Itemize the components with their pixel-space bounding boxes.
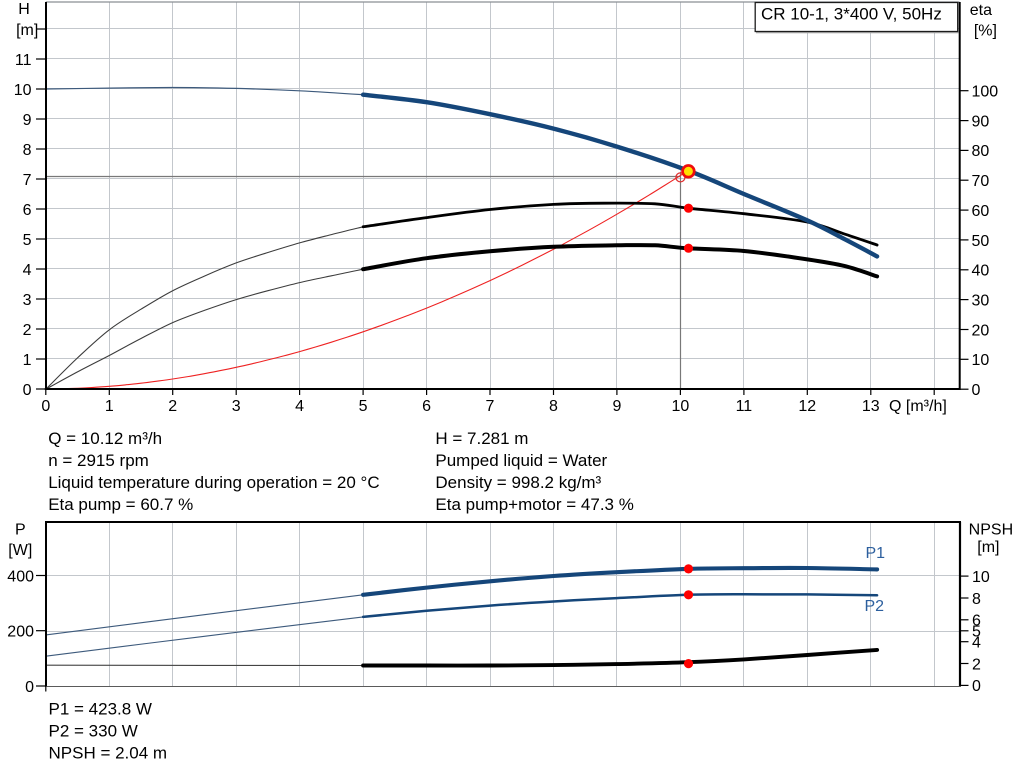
svg-text:0: 0 [972, 678, 981, 695]
svg-text:100: 100 [972, 84, 999, 101]
svg-text:3: 3 [232, 398, 241, 415]
svg-text:12: 12 [798, 398, 816, 415]
svg-text:4: 4 [295, 398, 304, 415]
svg-text:11: 11 [736, 398, 753, 415]
svg-text:70: 70 [972, 173, 990, 190]
svg-text:60: 60 [972, 203, 990, 220]
svg-text:1: 1 [105, 398, 114, 415]
svg-text:CR 10-1, 3*400 V, 50Hz: CR 10-1, 3*400 V, 50Hz [761, 5, 942, 24]
svg-text:8: 8 [972, 591, 981, 608]
svg-text:5: 5 [23, 232, 32, 249]
svg-text:2: 2 [972, 656, 981, 673]
svg-text:50: 50 [972, 233, 990, 250]
svg-text:0: 0 [41, 398, 50, 415]
svg-text:7: 7 [486, 398, 495, 415]
svg-text:Eta pump+motor = 47.3 %: Eta pump+motor = 47.3 % [435, 495, 633, 514]
svg-text:P1: P1 [866, 545, 886, 562]
svg-text:90: 90 [972, 113, 990, 130]
svg-text:10: 10 [14, 82, 32, 99]
svg-text:Density = 998.2 kg/m³: Density = 998.2 kg/m³ [435, 473, 601, 492]
svg-text:Eta pump = 60.7 %: Eta pump = 60.7 % [48, 495, 193, 514]
svg-text:1: 1 [23, 352, 32, 369]
svg-text:Pumped liquid = Water: Pumped liquid = Water [435, 451, 607, 470]
svg-text:[m]: [m] [977, 539, 999, 556]
svg-text:5: 5 [359, 398, 368, 415]
svg-text:200: 200 [7, 624, 34, 641]
svg-text:20: 20 [972, 322, 990, 339]
svg-text:Liquid temperature during oper: Liquid temperature during operation = 20… [48, 473, 379, 492]
svg-text:NPSH = 2.04 m: NPSH = 2.04 m [49, 743, 168, 762]
svg-text:n = 2915 rpm: n = 2915 rpm [48, 451, 149, 470]
svg-text:Q = 10.12 m³/h: Q = 10.12 m³/h [48, 429, 162, 448]
svg-text:30: 30 [972, 292, 990, 309]
svg-text:[m]: [m] [16, 22, 38, 39]
svg-text:4: 4 [972, 635, 981, 652]
svg-text:6: 6 [422, 398, 431, 415]
svg-text:[%]: [%] [974, 23, 997, 40]
svg-text:80: 80 [972, 143, 990, 160]
svg-text:P2 = 330 W: P2 = 330 W [49, 721, 138, 740]
svg-text:8: 8 [23, 142, 32, 159]
svg-text:2: 2 [168, 398, 177, 415]
svg-text:NPSH: NPSH [969, 521, 1013, 538]
svg-text:P: P [15, 521, 26, 538]
svg-text:6: 6 [23, 202, 32, 219]
svg-text:P1 = 423.8 W: P1 = 423.8 W [49, 700, 152, 719]
svg-text:0: 0 [972, 382, 981, 399]
svg-text:H: H [18, 1, 30, 18]
svg-text:5: 5 [972, 624, 981, 641]
svg-text:40: 40 [972, 263, 990, 280]
svg-text:10: 10 [672, 398, 690, 415]
svg-text:0: 0 [25, 679, 34, 696]
svg-text:P2: P2 [865, 598, 885, 615]
svg-text:400: 400 [7, 568, 34, 585]
svg-text:13: 13 [862, 398, 880, 415]
svg-text:0: 0 [23, 382, 32, 399]
svg-text:H = 7.281 m: H = 7.281 m [435, 429, 528, 448]
svg-text:7: 7 [23, 172, 32, 189]
svg-text:6: 6 [972, 613, 981, 630]
svg-text:2: 2 [23, 322, 32, 339]
svg-text:9: 9 [612, 398, 621, 415]
svg-text:11: 11 [15, 52, 32, 69]
svg-text:3: 3 [23, 292, 32, 309]
svg-text:Q [m³/h]: Q [m³/h] [889, 398, 947, 415]
svg-text:10: 10 [972, 352, 990, 369]
svg-text:10: 10 [972, 569, 990, 586]
svg-text:eta: eta [970, 2, 992, 19]
svg-text:4: 4 [23, 262, 32, 279]
svg-text:8: 8 [549, 398, 558, 415]
svg-text:[W]: [W] [8, 542, 32, 559]
svg-text:9: 9 [23, 112, 32, 129]
